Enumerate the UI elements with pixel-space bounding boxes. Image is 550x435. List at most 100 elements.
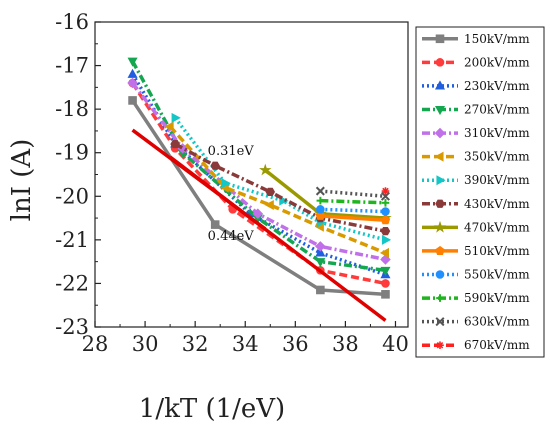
y-tick-label: -19 xyxy=(55,141,89,165)
data-point-150kV/mm-2 xyxy=(316,285,325,295)
series-line-630kV/mm xyxy=(320,189,386,199)
legend-label: 150kV/mm xyxy=(464,32,530,46)
legend-label: 270kV/mm xyxy=(464,103,530,117)
y-tick-label: -20 xyxy=(55,184,89,208)
series-line-270kV/mm xyxy=(131,60,386,273)
x-tick-label: 28 xyxy=(82,332,109,356)
legend-entry-150kV/mm: 150kV/mm xyxy=(422,32,530,46)
legend-entry-590kV/mm: 590kV/mm xyxy=(422,291,530,305)
legend-entry-550kV/mm: 550kV/mm xyxy=(422,268,530,282)
data-point-390kV/mm-0 xyxy=(171,112,181,123)
series-line-310kV/mm xyxy=(131,81,386,262)
data-point-230kV/mm-3 xyxy=(315,247,326,257)
x-tick-label: 30 xyxy=(132,332,159,356)
x-tick-label: 34 xyxy=(232,332,259,356)
fit-line-1 xyxy=(169,155,387,322)
data-point-430kV/mm-1 xyxy=(210,161,220,170)
data-point-630kV/mm-0 xyxy=(315,186,325,196)
series-510kV/mm xyxy=(315,210,391,225)
annotation-1: 0.44eV xyxy=(208,229,255,244)
data-point-430kV/mm-2 xyxy=(265,187,276,197)
data-point-150kV/mm-0 xyxy=(128,96,137,105)
series-line-550kV/mm xyxy=(320,207,386,214)
x-tick-label: 38 xyxy=(332,332,359,356)
legend-label: 310kV/mm xyxy=(464,126,530,140)
legend-marker xyxy=(435,199,445,208)
legend-label: 630kV/mm xyxy=(464,315,530,329)
data-point-390kV/mm-1 xyxy=(221,178,231,189)
data-point-270kV/mm-0 xyxy=(127,57,138,67)
legend-label: 470kV/mm xyxy=(464,220,530,234)
series-550kV/mm xyxy=(316,205,390,216)
legend-entry-310kV/mm: 310kV/mm xyxy=(422,126,530,140)
legend-label: 590kV/mm xyxy=(464,291,530,305)
legend-marker xyxy=(435,317,445,327)
legend-label: 510kV/mm xyxy=(464,244,530,258)
data-point-310kV/mm-0 xyxy=(127,77,138,89)
legend-marker xyxy=(434,80,446,90)
legend-entry-270kV/mm: 270kV/mm xyxy=(422,103,530,117)
y-tick-label: -23 xyxy=(55,315,89,339)
legend-marker xyxy=(435,245,445,255)
legend-label: 200kV/mm xyxy=(464,55,530,69)
series-line-350kV/mm xyxy=(168,125,387,255)
legend-box xyxy=(415,26,545,358)
legend-marker xyxy=(435,34,445,44)
plot-area: 0.31eV 0.44eV xyxy=(127,57,392,322)
legend-marker xyxy=(433,220,447,233)
data-point-230kV/mm-0 xyxy=(127,68,138,78)
series-270kV/mm xyxy=(127,57,391,276)
series-670kV/mm xyxy=(381,187,390,195)
legend-marker xyxy=(434,105,446,116)
annotation-0: 0.31eV xyxy=(208,144,255,159)
data-point-310kV/mm-2 xyxy=(252,208,264,219)
y-axis-label: lnI (A) xyxy=(7,139,37,222)
y-tick-label: -18 xyxy=(55,97,89,121)
data-point-670kV/mm-0 xyxy=(381,187,390,195)
data-point-310kV/mm-3 xyxy=(315,241,326,252)
legend-entry-350kV/mm: 350kV/mm xyxy=(422,150,530,164)
legend-marker xyxy=(436,175,446,186)
series-line-590kV/mm xyxy=(320,198,386,205)
data-point-270kV/mm-3 xyxy=(315,258,326,268)
legend-label: 550kV/mm xyxy=(464,268,530,282)
legend-entry-670kV/mm: 670kV/mm xyxy=(422,338,530,352)
legend-entry-430kV/mm: 430kV/mm xyxy=(422,197,530,211)
legend-entry-390kV/mm: 390kV/mm xyxy=(422,173,530,187)
data-point-430kV/mm-4 xyxy=(380,227,391,236)
series-590kV/mm xyxy=(316,196,390,207)
data-point-590kV/mm-1 xyxy=(381,199,390,207)
data-point-350kV/mm-2 xyxy=(264,199,274,211)
legend-marker xyxy=(436,341,444,350)
legend-entry-630kV/mm: 630kV/mm xyxy=(422,315,530,329)
y-tick-label: -21 xyxy=(55,228,89,252)
data-point-550kV/mm-1 xyxy=(381,207,390,216)
legend-marker xyxy=(436,294,444,302)
series-310kV/mm xyxy=(127,77,391,265)
series-line-230kV/mm xyxy=(131,73,387,277)
data-point-350kV/mm-0 xyxy=(164,121,174,132)
legend-label: 390kV/mm xyxy=(464,173,530,187)
data-point-390kV/mm-4 xyxy=(381,234,392,245)
series-200kV/mm xyxy=(128,78,390,288)
legend-label: 430kV/mm xyxy=(464,197,530,211)
legend: 150kV/mm 200kV/mm 230kV/mm 270kV/mm 310kV/mm… xyxy=(415,26,545,358)
y-tick-label: -17 xyxy=(55,54,89,78)
y-tick-label: -16 xyxy=(55,10,89,34)
plot-frame xyxy=(94,21,409,328)
series-630kV/mm xyxy=(315,186,390,201)
x-axis-label: 1/kT (1/eV) xyxy=(139,394,285,424)
x-tick-label: 32 xyxy=(182,332,209,356)
data-point-150kV/mm-3 xyxy=(381,290,390,299)
data-point-270kV/mm-4 xyxy=(380,266,391,276)
x-tick-label: 36 xyxy=(282,332,309,356)
series-line-390kV/mm xyxy=(173,116,386,242)
data-point-510kV/mm-0 xyxy=(315,210,326,220)
data-point-430kV/mm-0 xyxy=(170,139,180,149)
legend-marker xyxy=(435,270,445,279)
axes: 28 30 32 34 36 38 40 -23 -22 -21 -20 -19 -18 -17 -16 xyxy=(55,10,409,356)
x-tick-label: 40 xyxy=(382,332,409,356)
data-point-590kV/mm-0 xyxy=(316,196,325,205)
legend-label: 350kV/mm xyxy=(464,150,530,164)
